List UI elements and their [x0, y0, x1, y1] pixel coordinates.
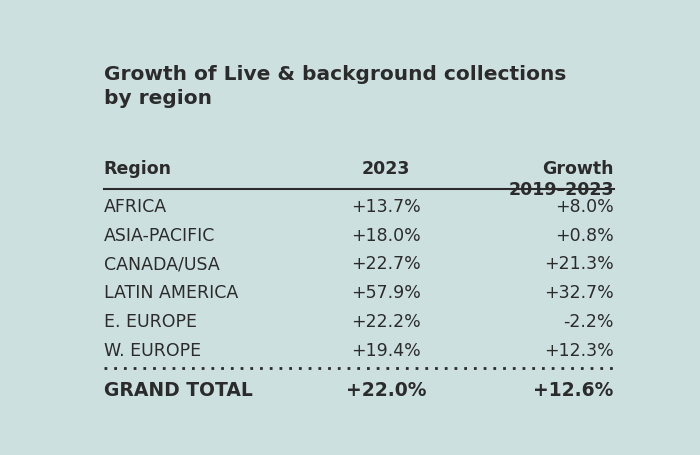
Text: +19.4%: +19.4%	[351, 342, 421, 359]
Text: +57.9%: +57.9%	[351, 284, 421, 302]
Text: 2023: 2023	[362, 160, 410, 178]
Text: +12.6%: +12.6%	[533, 381, 614, 400]
Text: LATIN AMERICA: LATIN AMERICA	[104, 284, 238, 302]
Text: Growth of Live & background collections
by region: Growth of Live & background collections …	[104, 65, 566, 108]
Text: +21.3%: +21.3%	[544, 255, 614, 273]
Text: W. EUROPE: W. EUROPE	[104, 342, 201, 359]
Text: -2.2%: -2.2%	[564, 313, 614, 331]
Text: +13.7%: +13.7%	[351, 198, 421, 216]
Text: +32.7%: +32.7%	[544, 284, 614, 302]
Text: Growth
2019–2023: Growth 2019–2023	[508, 160, 614, 198]
Text: +18.0%: +18.0%	[351, 227, 421, 245]
Text: +22.2%: +22.2%	[351, 313, 421, 331]
Text: E. EUROPE: E. EUROPE	[104, 313, 197, 331]
Text: +0.8%: +0.8%	[555, 227, 614, 245]
Text: +8.0%: +8.0%	[555, 198, 614, 216]
Text: +22.0%: +22.0%	[346, 381, 426, 400]
Text: ASIA-PACIFIC: ASIA-PACIFIC	[104, 227, 215, 245]
Text: CANADA/USA: CANADA/USA	[104, 255, 220, 273]
Text: Region: Region	[104, 160, 172, 178]
Text: AFRICA: AFRICA	[104, 198, 167, 216]
Text: +22.7%: +22.7%	[351, 255, 421, 273]
Text: GRAND TOTAL: GRAND TOTAL	[104, 381, 253, 400]
Text: +12.3%: +12.3%	[544, 342, 614, 359]
